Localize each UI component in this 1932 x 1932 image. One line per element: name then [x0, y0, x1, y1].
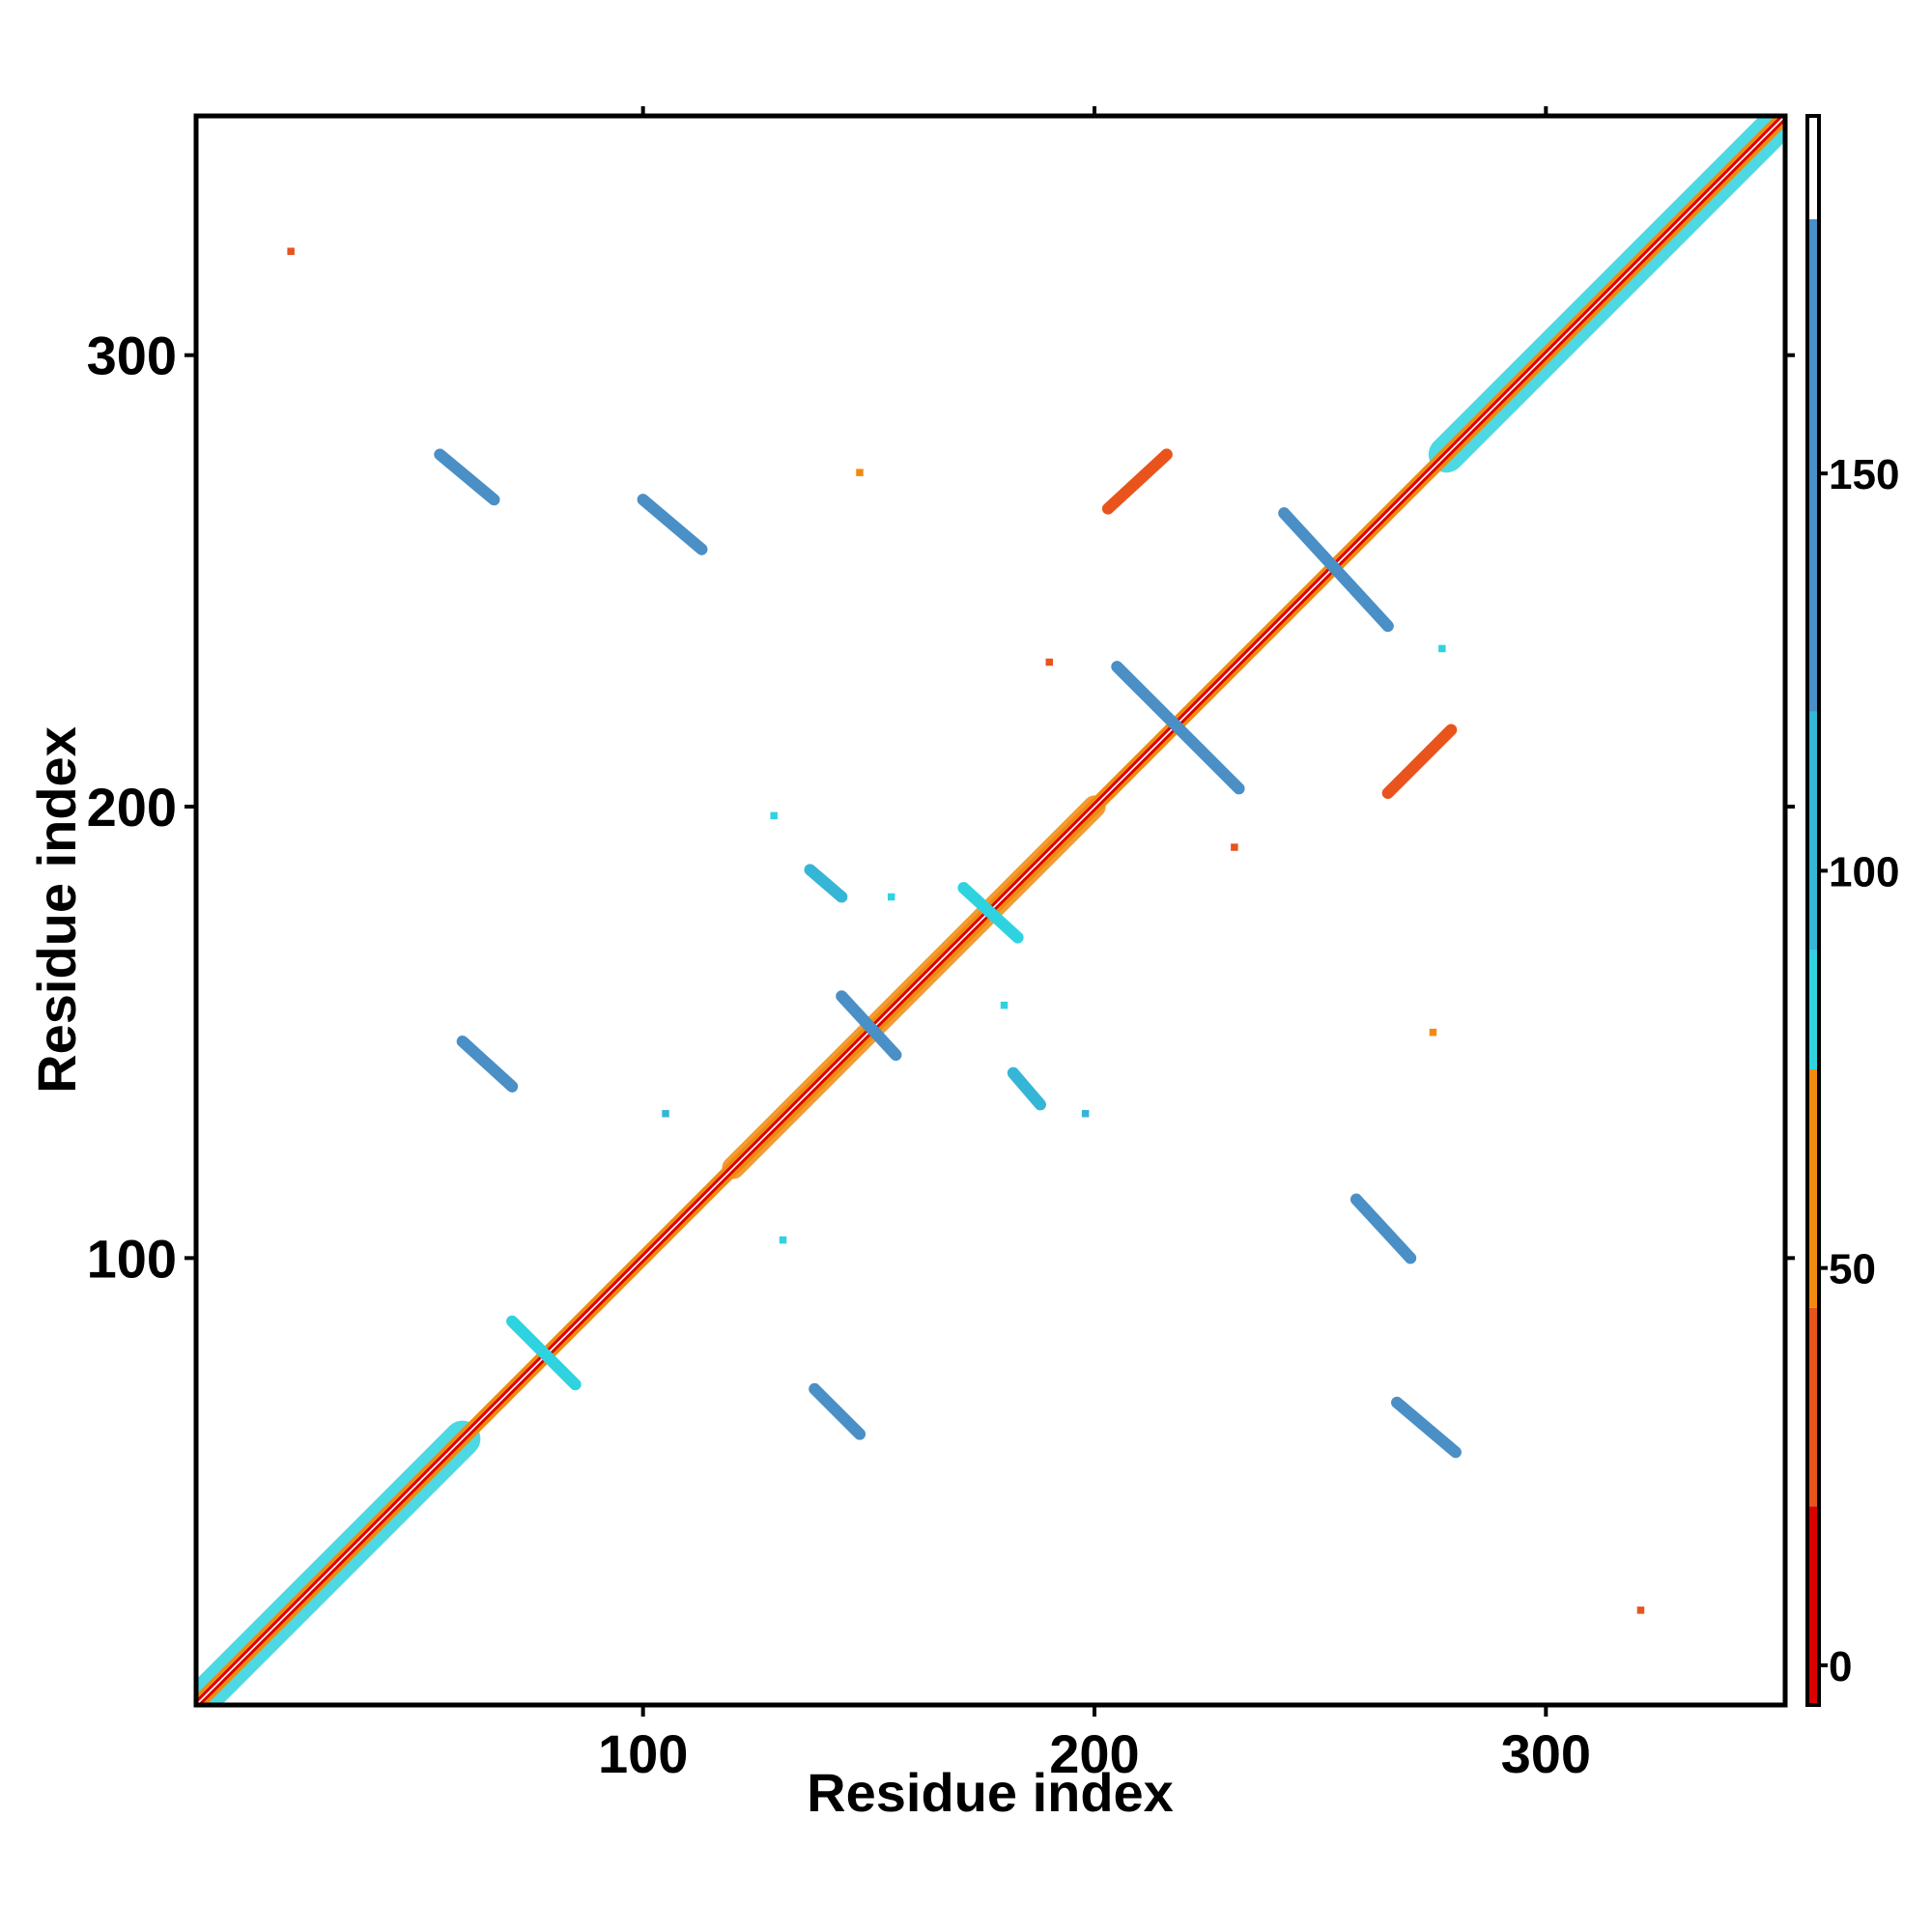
- contact-point: [770, 811, 778, 820]
- colorbar-band: [1807, 116, 1819, 219]
- colorbar-tick-label: 100: [1829, 848, 1899, 895]
- contact-segment: [836, 990, 902, 1062]
- contact-segment: [434, 448, 500, 506]
- contact-segment: [456, 1035, 519, 1093]
- contact-point: [1081, 1110, 1090, 1118]
- contact-point: [1438, 644, 1446, 653]
- contact-segment: [1007, 1066, 1046, 1111]
- colorbar-tick-label: 150: [1829, 451, 1899, 498]
- plot-area: [196, 116, 1785, 1705]
- contact-point: [1000, 1001, 1009, 1009]
- contact-point: [887, 893, 895, 901]
- y-axis-label: Residue index: [26, 726, 87, 1094]
- y-tick-label: 200: [87, 777, 177, 838]
- contact-segment: [1391, 1396, 1462, 1459]
- y-tick-label: 300: [87, 326, 177, 386]
- colorbar-band: [1807, 1069, 1819, 1308]
- colorbar-band: [1807, 218, 1819, 712]
- contact-segment: [957, 882, 1024, 944]
- contact-segment: [1350, 1193, 1417, 1264]
- contact-point: [779, 1236, 787, 1244]
- colorbar-band: [1807, 950, 1819, 1069]
- contact-point: [662, 1110, 669, 1118]
- x-tick-label: 100: [598, 1723, 688, 1784]
- colorbar-tick-label: 50: [1829, 1246, 1876, 1293]
- contact-segment: [804, 864, 848, 903]
- plot-frame: [193, 113, 1788, 1708]
- contact-segment: [809, 1382, 867, 1440]
- contact-point: [1636, 1606, 1645, 1614]
- contact-segment: [637, 494, 708, 555]
- contact-point: [1429, 1028, 1437, 1037]
- colorbar-band: [1807, 1506, 1819, 1705]
- colorbar-tick-label: 0: [1829, 1643, 1852, 1690]
- contact-segment: [1278, 507, 1394, 633]
- contact-point: [1231, 843, 1238, 851]
- contact-segment: [1101, 448, 1173, 515]
- contact-point: [1045, 658, 1053, 667]
- colorbar: 0 50 100 150: [1805, 114, 1899, 1707]
- colorbar-frame: [1805, 114, 1821, 1707]
- contact-segment: [506, 1315, 582, 1391]
- x-axis-label: Residue index: [807, 1762, 1174, 1823]
- contact-segment: [1111, 661, 1245, 795]
- axis-ticks: 100 200 300 100 200 300: [87, 106, 1795, 1784]
- contact-point: [287, 247, 295, 255]
- contact-segment: [1381, 724, 1458, 800]
- y-tick-label: 100: [87, 1228, 177, 1289]
- contact-point: [856, 469, 864, 476]
- colorbar-band: [1807, 711, 1819, 951]
- colorbar-band: [1807, 1307, 1819, 1507]
- x-tick-label: 300: [1501, 1723, 1591, 1784]
- x-tick-label: 200: [1049, 1723, 1139, 1784]
